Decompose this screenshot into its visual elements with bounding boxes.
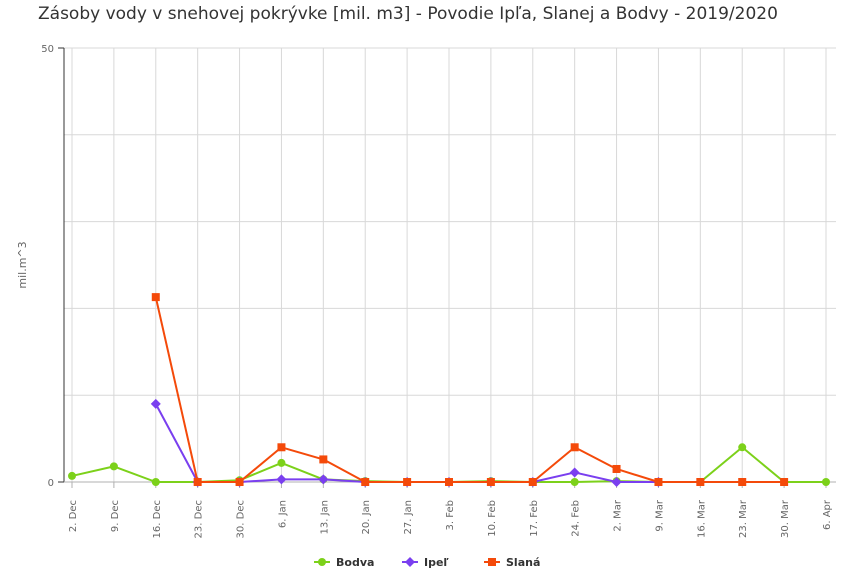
chart-title: Zásoby vody v snehovej pokrývke [mil. m3…: [38, 4, 778, 24]
series-layer: [68, 293, 830, 487]
data-point-slana[interactable]: [445, 478, 453, 486]
axis-layer: 0 50 2. Dec 9. Dec 16. Dec 23. Dec 30. Dec 6. J…: [41, 44, 836, 538]
data-point-slana[interactable]: [193, 478, 202, 486]
x-tick-label: 23. Mar: [738, 499, 749, 538]
data-point-slana[interactable]: [486, 478, 495, 486]
data-point-ipel[interactable]: [150, 398, 161, 409]
data-point-bodva[interactable]: [151, 478, 160, 486]
x-tick-label: 20. Jan: [361, 500, 372, 535]
data-point-ipel[interactable]: [276, 474, 287, 485]
data-point-bodva[interactable]: [277, 458, 286, 467]
data-point-slana[interactable]: [151, 293, 160, 302]
x-tick-label: 9. Mar: [654, 499, 665, 531]
data-point-bodva[interactable]: [570, 478, 579, 486]
x-tick-label: 30. Mar: [780, 499, 791, 538]
x-tick-label: 9. Dec: [110, 500, 121, 532]
y-axis-title: mil.m^3: [16, 241, 29, 288]
y-tick-label: 0: [48, 478, 54, 489]
data-point-legend-ipel[interactable]: [405, 557, 415, 567]
data-point-slana[interactable]: [319, 455, 328, 464]
data-point-slana[interactable]: [696, 478, 705, 486]
x-tick-label: 6. Apr: [822, 499, 833, 530]
data-point-slana[interactable]: [528, 478, 537, 486]
data-point-slana[interactable]: [738, 478, 747, 486]
x-tick-label: 17. Feb: [529, 500, 540, 537]
x-tick-label: 3. Feb: [445, 500, 456, 530]
x-tick-label: 16. Mar: [696, 499, 707, 538]
data-point-slana[interactable]: [780, 478, 789, 486]
legend-item-bodva[interactable]: Bodva: [314, 556, 374, 569]
legend-item-ipel[interactable]: Ipeľ: [402, 556, 449, 569]
data-point-legend-bodva[interactable]: [318, 558, 326, 566]
x-tick-label: 2. Mar: [613, 499, 624, 531]
series-slana: [151, 293, 789, 486]
x-tick-label: 27. Jan: [403, 500, 414, 535]
x-tick-label: 24. Feb: [571, 500, 582, 537]
data-point-ipel[interactable]: [611, 477, 622, 487]
x-tick-label: 6. Jan: [277, 500, 288, 528]
series-line-slana: [154, 296, 785, 483]
x-tick-label: 16. Dec: [152, 500, 163, 538]
data-point-slana[interactable]: [235, 478, 244, 486]
data-point-slana[interactable]: [570, 443, 579, 452]
data-point-bodva[interactable]: [822, 478, 830, 486]
data-point-slana[interactable]: [654, 478, 663, 486]
data-point-slana[interactable]: [361, 478, 370, 486]
data-point-slana[interactable]: [612, 464, 621, 473]
data-point-legend-slana[interactable]: [488, 558, 496, 566]
data-point-bodva[interactable]: [738, 443, 747, 452]
x-tick-label: 30. Dec: [236, 500, 247, 538]
legend[interactable]: Bodva Ipeľ Slaná: [314, 556, 540, 569]
data-point-slana[interactable]: [403, 478, 412, 486]
legend-label-ipel: Ipeľ: [424, 556, 449, 569]
data-point-ipel[interactable]: [318, 474, 329, 485]
legend-item-slana[interactable]: Slaná: [484, 556, 540, 569]
x-tick-label: 23. Dec: [194, 500, 205, 538]
data-point-slana[interactable]: [277, 443, 286, 452]
x-tick-label: 2. Dec: [68, 500, 79, 532]
x-tick-label: 13. Jan: [319, 500, 330, 535]
data-point-bodva[interactable]: [68, 471, 76, 480]
legend-label-slana: Slaná: [506, 556, 540, 569]
legend-label-bodva: Bodva: [336, 556, 374, 569]
x-tick-label: 10. Feb: [487, 500, 498, 537]
y-tick-label: 50: [41, 44, 54, 55]
grid-layer: [64, 47, 836, 483]
data-point-bodva[interactable]: [109, 462, 118, 471]
data-point-ipel[interactable]: [569, 467, 580, 478]
